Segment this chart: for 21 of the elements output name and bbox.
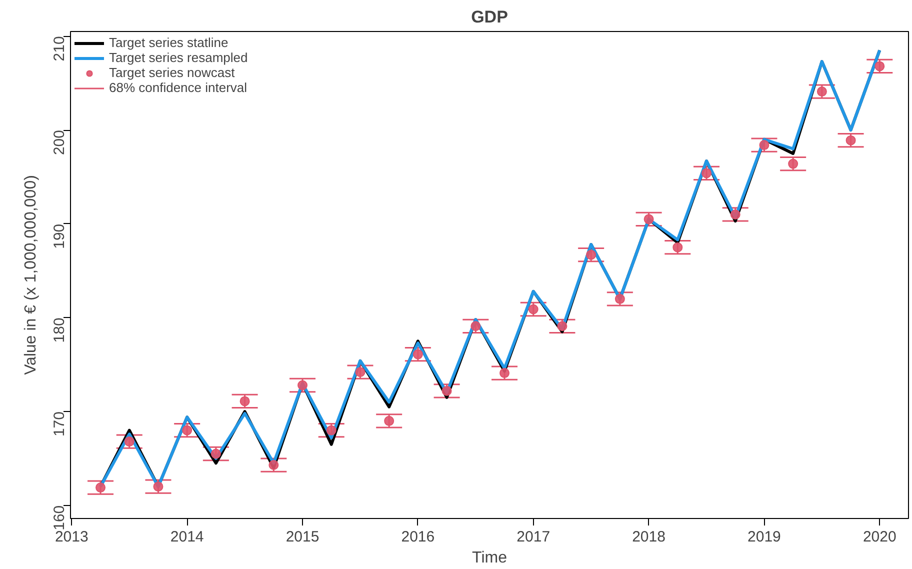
x-tick-label: 2017 bbox=[516, 528, 550, 546]
y-tick-label: 170 bbox=[51, 412, 68, 437]
y-tick-label: 160 bbox=[51, 505, 68, 530]
x-tick-label: 2020 bbox=[862, 528, 896, 546]
y-tick-label: 190 bbox=[51, 224, 68, 249]
y-axis-title: Value in € (x 1,000,000,000) bbox=[22, 175, 40, 375]
legend-label: Target series statline bbox=[109, 35, 228, 50]
y-tick-label: 200 bbox=[51, 130, 68, 156]
y-tick-label: 180 bbox=[51, 318, 68, 343]
x-tick-label: 2018 bbox=[632, 528, 666, 546]
chart-title: GDP bbox=[471, 8, 508, 26]
legend-label: Target series nowcast bbox=[109, 65, 235, 80]
y-tick-label: 210 bbox=[51, 36, 68, 62]
x-tick-label: 2015 bbox=[286, 528, 320, 546]
x-tick-label: 2016 bbox=[401, 528, 435, 546]
x-tick-label: 2013 bbox=[54, 528, 88, 546]
x-axis-title: Time bbox=[472, 550, 508, 566]
annotation: 68% confidence interval bbox=[109, 80, 248, 95]
legend-label: Target series resampled bbox=[109, 50, 248, 65]
x-tick-label: 2014 bbox=[170, 528, 204, 546]
x-tick-label: 2019 bbox=[748, 528, 781, 546]
